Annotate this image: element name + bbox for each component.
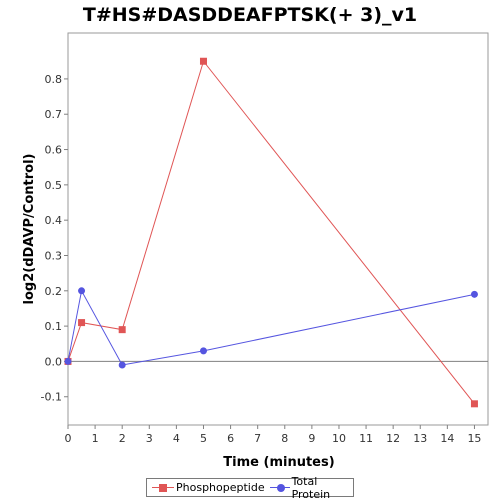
data-point-total-protein — [118, 361, 126, 369]
x-tick-label: 10 — [332, 432, 346, 445]
x-tick-label: 14 — [440, 432, 454, 445]
x-tick-label: 15 — [467, 432, 481, 445]
y-tick-label: 0.6 — [45, 144, 63, 157]
data-point-total-protein — [64, 357, 72, 365]
x-tick-label: 5 — [200, 432, 207, 445]
axes-layer: -0.10.00.10.20.30.40.50.60.70.80 1 2 3 4 5 6 7 8… — [41, 73, 488, 445]
y-tick-label: 0.7 — [45, 108, 63, 121]
legend-label-total-protein: Total Protein — [291, 474, 331, 501]
plot-area — [67, 32, 489, 426]
legend-item-total-protein: Total Protein — [269, 474, 353, 501]
y-axis-label: log2(dDAVP/Control) — [22, 154, 37, 305]
series-layer — [64, 57, 478, 408]
legend-swatch-phosphopeptide — [152, 483, 174, 493]
x-tick-label: 9 — [308, 432, 315, 445]
legend: Phosphopeptide Total Protein — [146, 475, 354, 501]
legend-item-phosphopeptide: Phosphopeptide — [152, 481, 265, 494]
y-tick-label: -0.1 — [41, 391, 62, 404]
x-tick-label: 4 — [173, 432, 180, 445]
data-point-total-protein — [470, 290, 478, 298]
legend-label-phosphopeptide: Phosphopeptide — [176, 481, 265, 494]
y-tick-label: 0.5 — [45, 179, 63, 192]
y-tick-label: 0.2 — [45, 285, 63, 298]
y-tick-label: 0.3 — [45, 249, 63, 262]
data-point-total-protein — [199, 347, 207, 355]
x-tick-label: 8 — [281, 432, 288, 445]
x-tick-label: 0 — [65, 432, 72, 445]
x-tick-label: 2 — [119, 432, 126, 445]
y-tick-label: 0.0 — [45, 355, 63, 368]
data-point-phosphopeptide — [199, 57, 207, 65]
x-tick-label: 3 — [146, 432, 153, 445]
x-tick-label: 7 — [254, 432, 261, 445]
y-tick-label: 0.8 — [45, 73, 63, 86]
data-point-phosphopeptide — [470, 400, 478, 408]
x-tick-label: 6 — [227, 432, 234, 445]
legend-swatch-total-protein — [269, 483, 290, 493]
x-axis-label: Time (minutes) — [223, 455, 334, 470]
data-point-total-protein — [78, 287, 86, 295]
x-tick-label: 12 — [386, 432, 400, 445]
data-point-phosphopeptide — [118, 326, 126, 334]
x-tick-label: 11 — [359, 432, 373, 445]
x-tick-label: 13 — [413, 432, 427, 445]
y-tick-label: 0.1 — [45, 320, 63, 333]
x-tick-label: 1 — [92, 432, 99, 445]
chart-title: T#HS#DASDDEAFPTSK(+ 3)_v1 — [82, 4, 418, 26]
data-point-phosphopeptide — [78, 319, 86, 327]
y-tick-label: 0.4 — [45, 214, 63, 227]
